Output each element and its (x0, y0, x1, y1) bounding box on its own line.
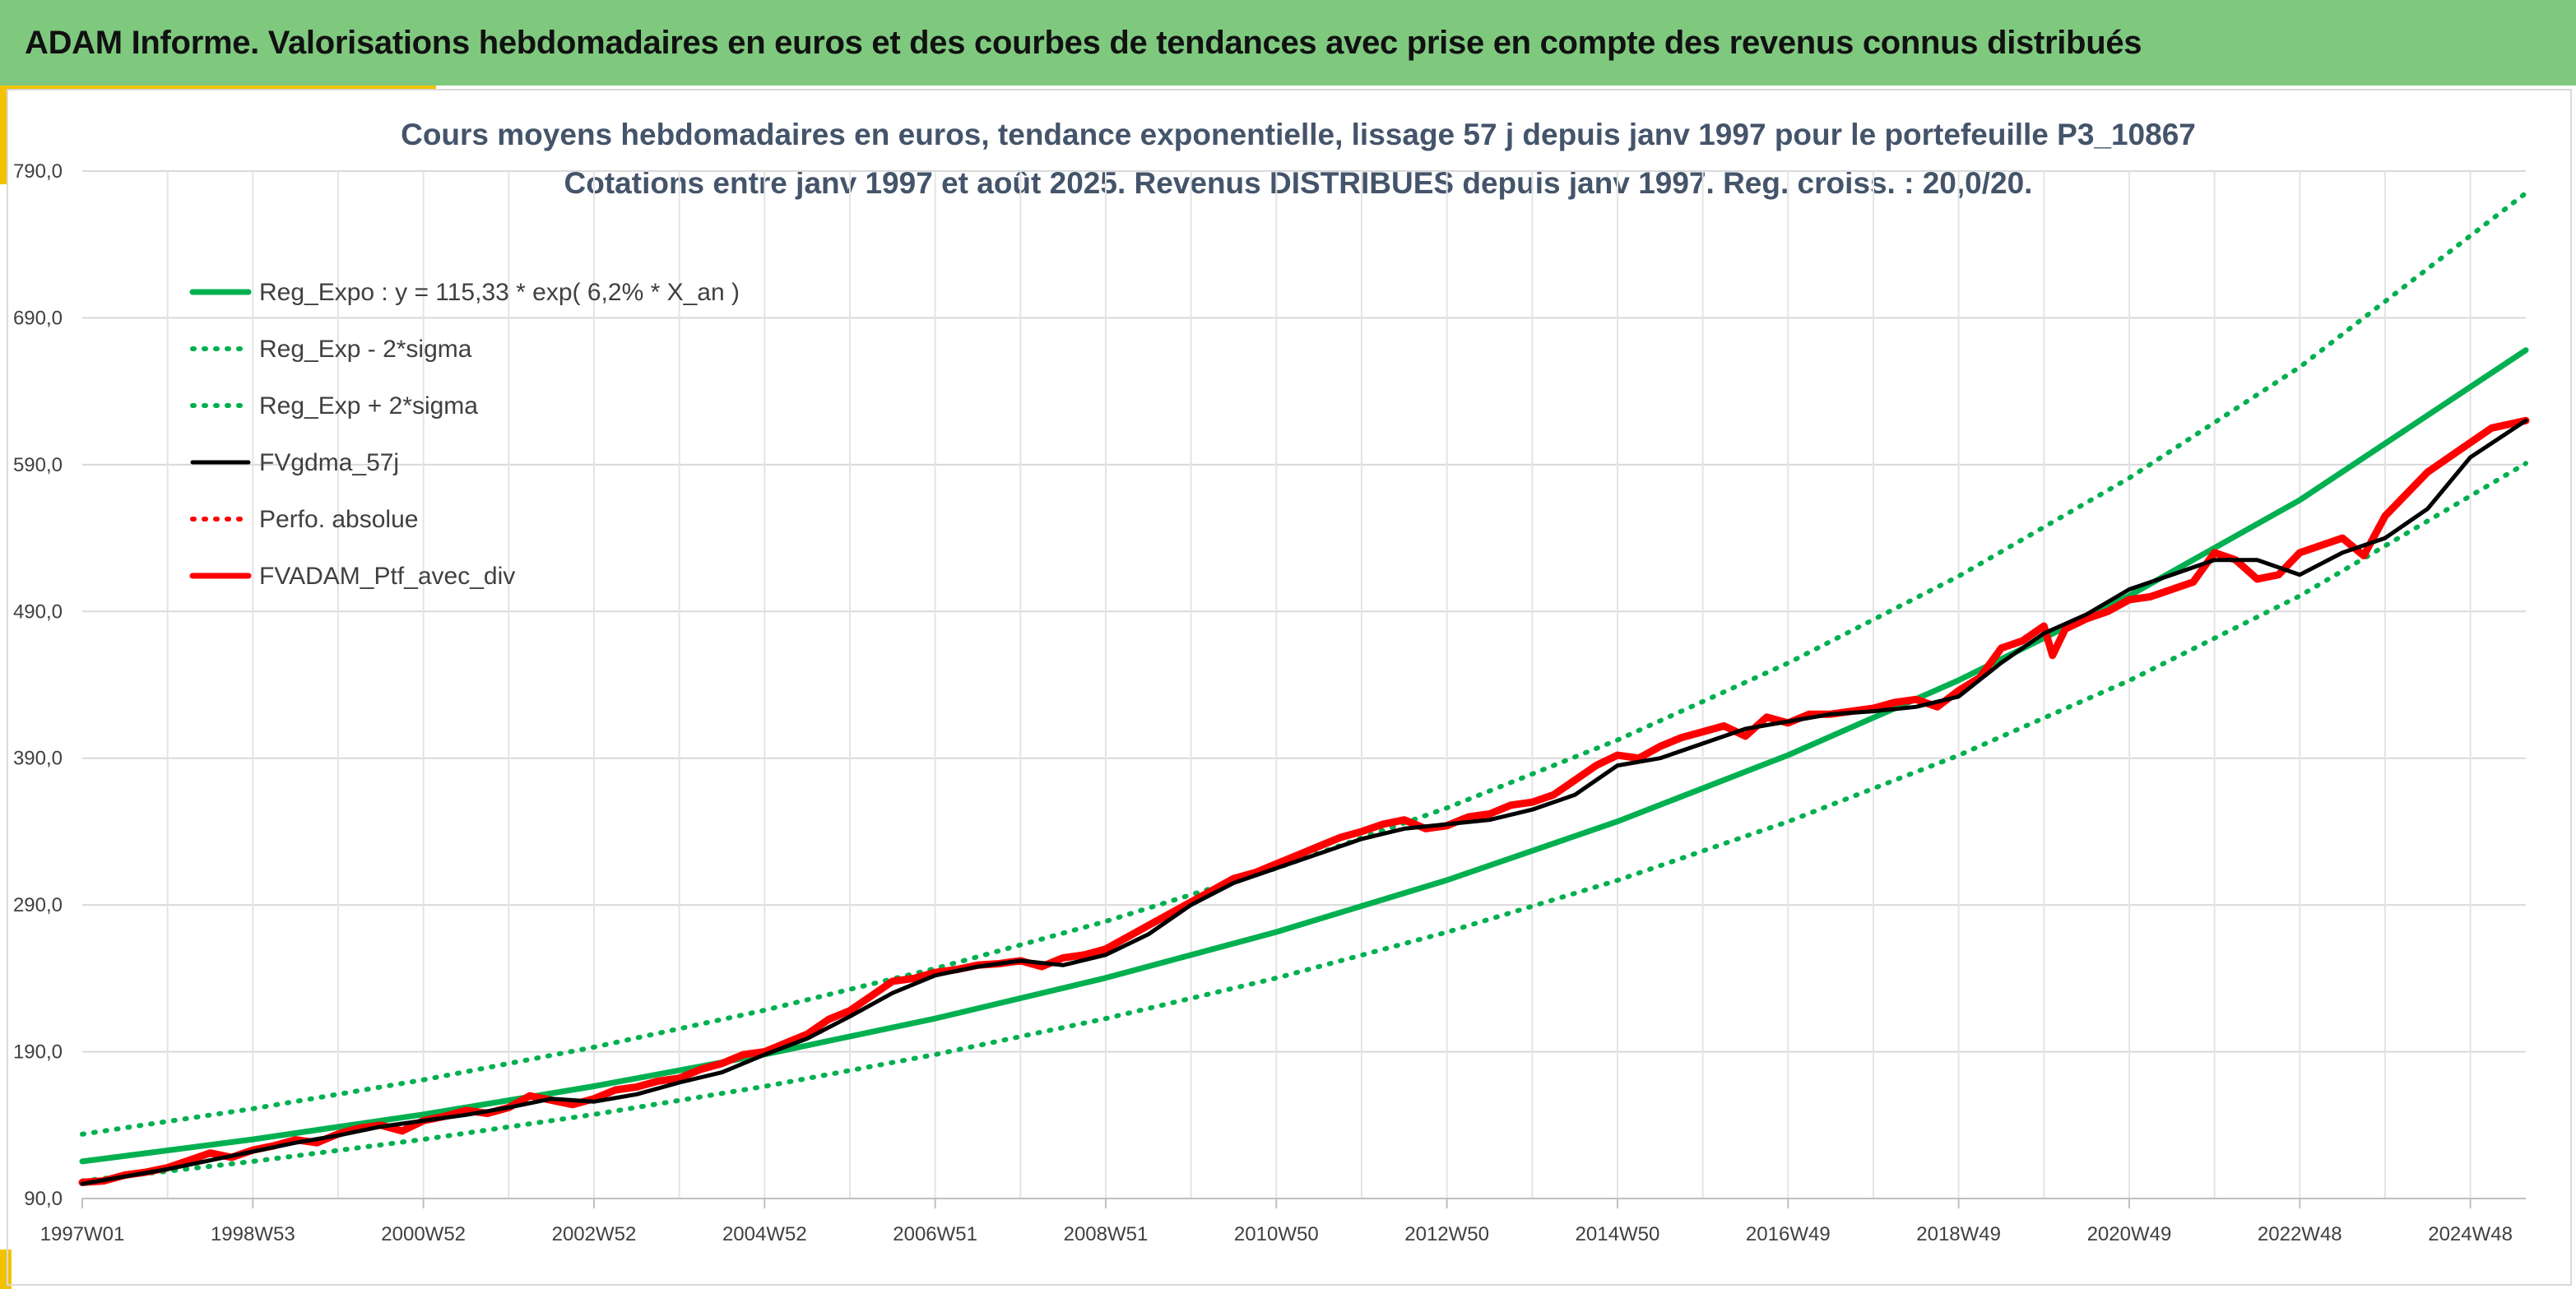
accent-line (0, 86, 436, 90)
series-line-2 (80, 190, 2528, 1137)
report-title: ADAM Informe. Valorisations hebdomadaire… (25, 24, 2142, 61)
y-tick-label: 290,0 (13, 894, 63, 916)
y-tick-label: 590,0 (13, 454, 63, 476)
x-tick-label: 2014W50 (1576, 1223, 1660, 1245)
y-axis: 90,0 190,0 290,0 390,0 490,0 590,0 690,0 790,0 (13, 160, 63, 1210)
x-tick-label: 2006W51 (893, 1223, 977, 1245)
series-line-1 (80, 461, 2528, 1184)
accent-corner (0, 86, 8, 184)
y-tick-label: 90,0 (24, 1188, 63, 1210)
series-line-3 (80, 418, 2528, 1186)
x-tick-label: 2024W48 (2428, 1223, 2513, 1245)
x-tick-label: 2012W50 (1404, 1223, 1489, 1245)
x-tick-label: 1998W53 (211, 1223, 295, 1245)
report-header: ADAM Informe. Valorisations hebdomadaire… (0, 0, 2576, 86)
legend: Reg_Expo : y = 115,33 * exp( 6,2% * X_an… (189, 279, 740, 590)
series-lines (78, 190, 2530, 1186)
accent-bottom (0, 1250, 12, 1289)
series-line-5 (78, 416, 2530, 1186)
y-tick-label: 390,0 (13, 748, 63, 770)
x-tick-label: 2008W51 (1064, 1223, 1149, 1245)
x-tick-label: 2004W52 (722, 1223, 807, 1245)
legend-entry: Perfo. absolue (259, 506, 418, 533)
y-tick-label: 690,0 (13, 307, 63, 329)
x-tick-label: 2000W52 (381, 1223, 466, 1245)
chart-frame (7, 89, 2572, 1286)
legend-entry: Reg_Exp + 2*sigma (259, 392, 478, 420)
x-tick-label: 2022W48 (2258, 1223, 2342, 1245)
legend-entry: FVADAM_Ptf_avec_div (259, 563, 515, 590)
x-tick-label: 2002W52 (552, 1223, 637, 1245)
y-tick-label: 790,0 (13, 160, 63, 183)
x-tick-label: 1997W01 (40, 1223, 125, 1245)
y-tick-label: 190,0 (13, 1041, 63, 1064)
y-tick-label: 490,0 (13, 600, 63, 623)
x-tick-label: 2018W49 (1916, 1223, 2001, 1245)
gridlines (82, 170, 2526, 1199)
legend-entry: Reg_Expo : y = 115,33 * exp( 6,2% * X_an… (259, 279, 740, 306)
x-tick-label: 2010W50 (1234, 1223, 1319, 1245)
x-tick-label: 2020W49 (2087, 1223, 2172, 1245)
series-line-0 (79, 347, 2529, 1165)
x-axis: 1997W01 1998W53 2000W52 2002W52 2004W52 2006W… (40, 1199, 2513, 1245)
chart-title: Cours moyens hebdomadaires en euros, ten… (401, 118, 2196, 151)
x-tick-label: 2016W49 (1746, 1223, 1831, 1245)
legend-entry: FVgdma_57j (259, 449, 399, 476)
legend-entry: Reg_Exp - 2*sigma (259, 336, 472, 363)
